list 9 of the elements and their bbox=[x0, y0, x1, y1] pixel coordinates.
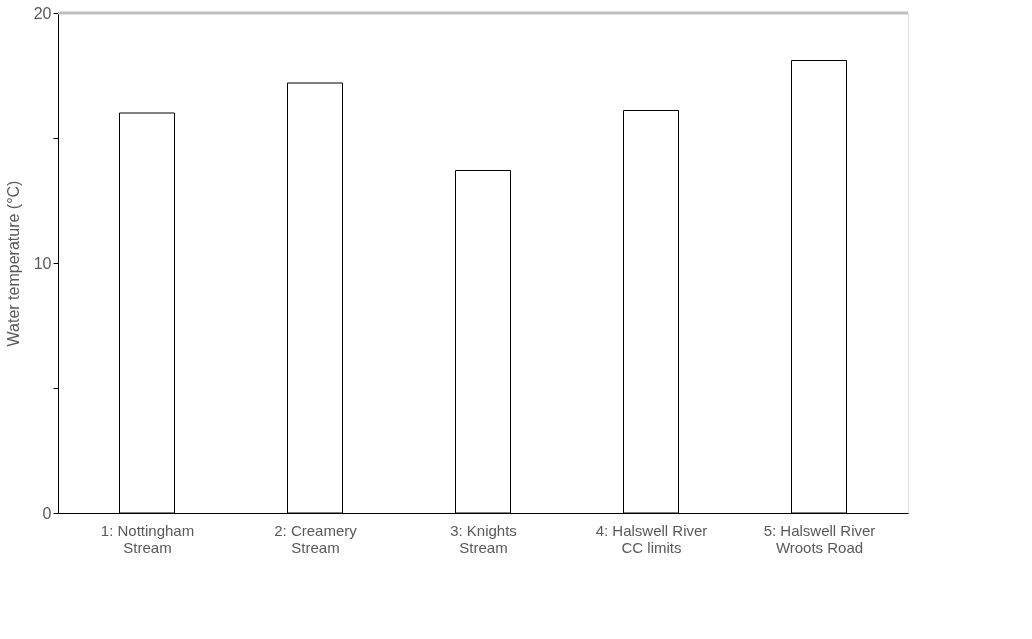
x-tick-label: 4: Halswell River CC limits bbox=[595, 521, 708, 556]
y-tick-label: 0 bbox=[42, 504, 52, 522]
y-tick-label: 20 bbox=[33, 4, 52, 22]
x-tick-label: 2: Creamery Stream bbox=[274, 521, 358, 556]
x-tick-label: 3: Knights Stream bbox=[450, 521, 517, 556]
x-tick-label: 1: Nottingham Stream bbox=[100, 521, 195, 556]
x-tick-label: 5: Halswell River Wroots Road bbox=[763, 521, 876, 556]
y-axis-title: Water temperature (°C) bbox=[4, 180, 22, 347]
y-tick-label: 10 bbox=[33, 254, 52, 272]
